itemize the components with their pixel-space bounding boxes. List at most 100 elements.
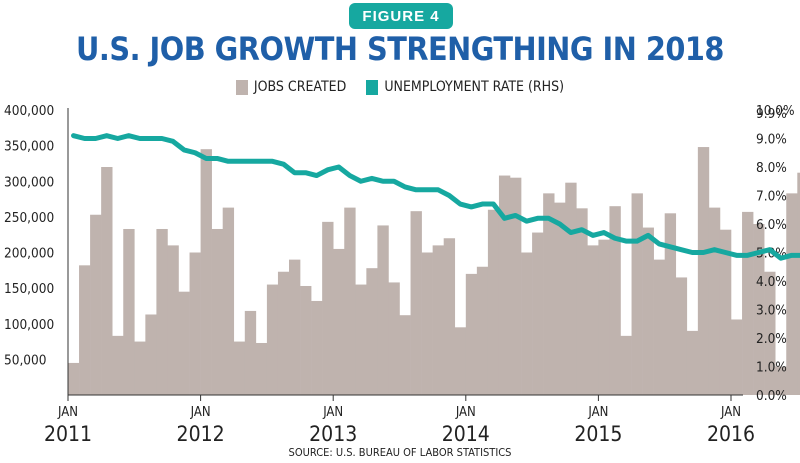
y-left-tick-label: 200,000 xyxy=(4,246,54,262)
y-left-tick-label: 250,000 xyxy=(4,210,54,226)
y-left-tick-label: 400,000 xyxy=(4,103,54,119)
jobs-bar xyxy=(68,362,80,395)
jobs-bar xyxy=(609,206,621,395)
jobs-bar xyxy=(653,259,665,396)
jobs-bar xyxy=(521,252,533,395)
jobs-bar xyxy=(266,284,279,395)
jobs-bar xyxy=(410,211,422,395)
jobs-bar xyxy=(697,147,710,395)
jobs-bar xyxy=(742,211,754,395)
jobs-bar xyxy=(112,335,124,395)
legend-swatch-unemployment xyxy=(366,79,379,95)
jobs-bar xyxy=(476,266,489,395)
jobs-bar xyxy=(598,239,610,395)
y-left-tick-label: 150,000 xyxy=(4,281,54,297)
jobs-bar xyxy=(156,228,168,395)
y-right-tick-label: 0.0% xyxy=(756,388,787,404)
y-right-tick-label: 8.0% xyxy=(756,160,787,176)
jobs-bar xyxy=(244,310,257,395)
jobs-bar xyxy=(200,149,212,395)
jobs-bar xyxy=(211,228,223,395)
jobs-bar xyxy=(399,315,411,395)
x-month-label: JAN xyxy=(587,405,608,420)
x-year-label: 2016 xyxy=(707,422,755,446)
y-right-tick-label: 10.0% xyxy=(756,103,795,119)
jobs-bar xyxy=(565,182,577,395)
jobs-bar xyxy=(587,245,599,396)
jobs-bar xyxy=(377,225,389,395)
jobs-bar xyxy=(664,213,677,395)
x-month-label: JAN xyxy=(322,405,343,420)
jobs-bar xyxy=(686,330,699,396)
y-right-tick-label: 7.0% xyxy=(756,189,787,205)
source-note: SOURCE: U.S. BUREAU OF LABOR STATISTICS xyxy=(288,446,512,459)
jobs-bar xyxy=(631,193,643,395)
y-right-tick-label: 3.0% xyxy=(756,303,787,319)
jobs-bar xyxy=(432,245,444,396)
jobs-bar xyxy=(101,167,113,395)
jobs-bar xyxy=(510,177,522,395)
legend-item-jobs: JOBS CREATED xyxy=(235,79,346,95)
jobs-bar xyxy=(289,259,301,396)
jobs-bar xyxy=(222,207,235,395)
jobs-bar xyxy=(167,245,179,396)
jobs-bar xyxy=(311,300,323,395)
jobs-bar xyxy=(642,227,654,395)
jobs-bar xyxy=(388,282,400,395)
x-year-label: 2013 xyxy=(309,422,357,446)
jobs-bar xyxy=(79,265,91,395)
jobs-bar xyxy=(300,285,312,395)
unemployment-line xyxy=(71,133,800,261)
x-year-label: 2014 xyxy=(442,422,490,446)
jobs-bar xyxy=(731,319,743,395)
jobs-bar xyxy=(708,207,721,395)
jobs-bar xyxy=(576,208,588,395)
y-right-tick-label: 6.0% xyxy=(756,217,787,233)
legend-label-unemployment: UNEMPLOYMENT RATE (RHS) xyxy=(384,79,565,95)
jobs-bar xyxy=(675,277,688,395)
jobs-bar xyxy=(178,291,190,395)
jobs-bar xyxy=(255,342,268,395)
jobs-bar xyxy=(344,207,356,395)
jobs-bar xyxy=(532,232,544,395)
jobs-bar xyxy=(145,314,157,395)
jobs-bar xyxy=(797,172,800,395)
jobs-bar xyxy=(554,202,566,396)
jobs-bar xyxy=(134,341,146,395)
jobs-bar xyxy=(764,271,776,395)
x-year-label: 2015 xyxy=(574,422,622,446)
y-right-tick-label: 9.0% xyxy=(756,132,787,148)
jobs-bar xyxy=(277,271,290,395)
y-left-tick-label: 350,000 xyxy=(4,139,54,155)
jobs-bar xyxy=(189,252,201,395)
jobs-bar xyxy=(753,224,765,395)
jobs-bar xyxy=(786,193,798,395)
y-left-tick-label: 50,000 xyxy=(4,352,46,368)
y-right-tick-label: 1.0% xyxy=(756,360,787,376)
y-left-tick-label: 300,000 xyxy=(4,174,54,190)
legend: JOBS CREATED UNEMPLOYMENT RATE (RHS) xyxy=(0,79,800,95)
jobs-bar xyxy=(719,229,732,395)
chart-title: U.S. JOB GROWTH STRENGTHING IN 2018 xyxy=(76,30,724,68)
x-year-label: 2011 xyxy=(44,422,92,446)
jobs-bar xyxy=(322,221,334,395)
x-month-label: JAN xyxy=(190,405,211,420)
jobs-bar xyxy=(355,284,367,395)
jobs-bar xyxy=(366,268,378,395)
jobs-bar xyxy=(90,214,102,395)
figure-badge: FIGURE 4 xyxy=(349,3,453,29)
jobs-bar xyxy=(443,238,456,395)
jobs-bar xyxy=(333,248,345,395)
jobs-bar xyxy=(498,175,511,395)
y-left-tick-label: 100,000 xyxy=(4,317,54,333)
legend-item-unemployment: UNEMPLOYMENT RATE (RHS) xyxy=(366,79,564,95)
x-month-label: JAN xyxy=(455,405,476,420)
y-right-tick-label: 4.0% xyxy=(756,274,787,290)
jobs-bar xyxy=(487,209,500,395)
jobs-bar xyxy=(465,273,478,396)
y-right-tick-label: 2.0% xyxy=(756,331,787,347)
jobs-bar xyxy=(775,366,787,395)
y-right-tick-label: 9.9% xyxy=(756,106,787,122)
jobs-bar xyxy=(421,252,433,395)
